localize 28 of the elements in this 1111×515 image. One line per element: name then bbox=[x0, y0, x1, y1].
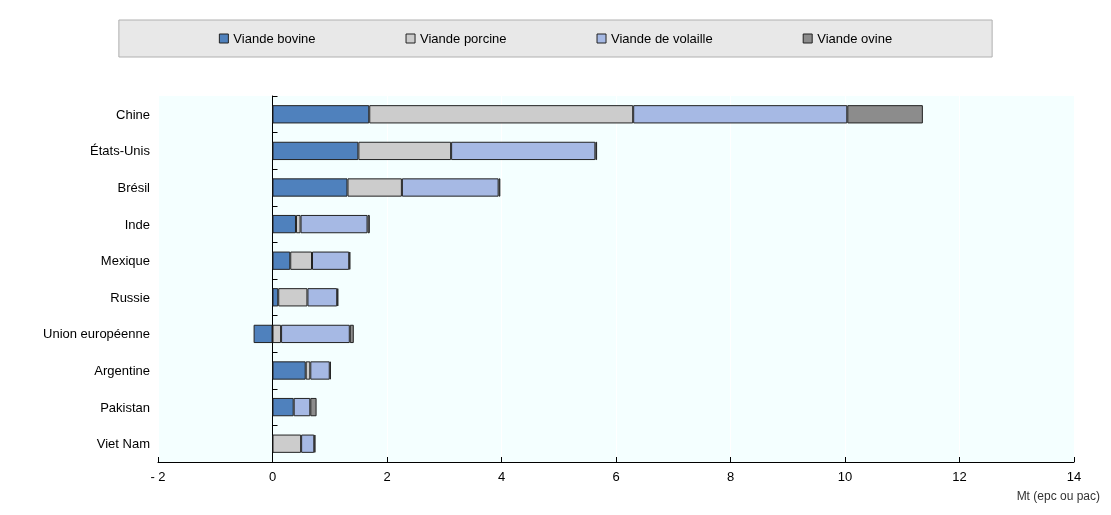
x-tick-label: 6 bbox=[612, 469, 620, 484]
x-axis-title: Mt (epc ou pac) bbox=[1016, 489, 1100, 503]
y-tick-label: États-Unis bbox=[90, 143, 151, 159]
x-tick-label: 14 bbox=[1066, 469, 1082, 484]
legend-label: Viande ovine bbox=[817, 31, 893, 46]
x-tick-label: 8 bbox=[726, 469, 735, 484]
y-tick-label: Russie bbox=[110, 289, 150, 305]
x-tick-label: 2 bbox=[383, 469, 391, 484]
x-tick-label: - 2 bbox=[150, 469, 166, 484]
bar bbox=[272, 214, 296, 234]
legend-label: Viande de volaille bbox=[611, 31, 713, 46]
y-tick-label: Argentine bbox=[94, 363, 150, 378]
bar bbox=[300, 214, 368, 234]
x-tick-label: 12 bbox=[952, 469, 967, 484]
y-tick-label: Chine bbox=[116, 106, 150, 122]
bar bbox=[310, 361, 330, 380]
bar bbox=[272, 361, 306, 380]
y-tick-label: Viet Nam bbox=[96, 436, 150, 452]
legend-label: Viande bovine bbox=[233, 31, 316, 46]
x-tick-label: 4 bbox=[497, 469, 506, 484]
x-tick-label: 10 bbox=[837, 469, 853, 484]
y-tick-label: Brésil bbox=[117, 180, 151, 195]
y-tick-label: Pakistan bbox=[100, 399, 150, 415]
y-tick-label: Inde bbox=[124, 216, 150, 232]
y-tick-label: Mexique bbox=[100, 253, 150, 269]
y-tick-label: Union européenne bbox=[43, 326, 150, 342]
legend-label: Viande porcine bbox=[420, 31, 507, 46]
x-tick-label: 0 bbox=[268, 469, 277, 484]
